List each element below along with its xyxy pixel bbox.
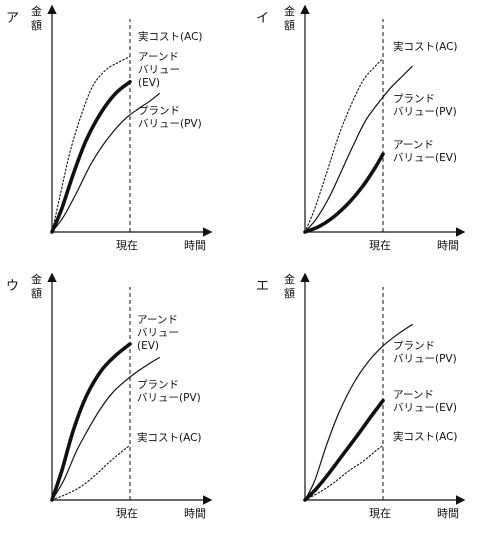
series-ev-line [50, 342, 132, 502]
series-pv-line [51, 93, 160, 233]
panel-label: ア [6, 11, 19, 26]
panel-1: ア金額時間 現在 実コスト(AC) アーンドバリュー(EV) プランドバリュー(PV) [6, 4, 213, 252]
panel-label: エ [256, 279, 269, 294]
series-ac-label: 実コスト(AC) [393, 40, 458, 53]
series-pv-label: プランドバリュー(PV) [393, 93, 457, 118]
series-ev-label: アーンドバリュー(EV) [138, 51, 180, 89]
now-label: 現在 [369, 239, 391, 252]
now-label: 現在 [369, 507, 391, 520]
panel-label: イ [256, 11, 269, 26]
series-pv-label: プランドバリュー(PV) [138, 105, 202, 130]
x-axis-label: 時間 [184, 239, 206, 252]
y-axis-label: 金額 [284, 4, 295, 32]
now-label: 現在 [116, 507, 138, 520]
series-ev-label: アーンドバリュー(EV) [137, 314, 179, 352]
series-ev-line [303, 152, 385, 234]
series-ac-label: 実コスト(AC) [393, 430, 458, 443]
y-axis-label: 金額 [31, 272, 42, 300]
x-axis-label: 時間 [437, 239, 459, 252]
series-ev-line [303, 398, 385, 502]
x-axis-label: 時間 [184, 507, 206, 520]
series-ev-label: アーンドバリュー(EV) [393, 389, 457, 414]
series-pv-line [51, 357, 160, 501]
series-pv-line [304, 65, 413, 233]
series-pv-label: プランドバリュー(PV) [137, 379, 201, 404]
series-ac-line [51, 444, 131, 501]
y-axis-label: 金額 [284, 272, 295, 300]
panel-label: ウ [6, 279, 19, 294]
panel-4: エ金額時間 現在 プランドバリュー(PV) アーンドバリュー(EV) 実コスト(AC) [256, 272, 466, 520]
series-pv-label: プランドバリュー(PV) [393, 340, 457, 365]
series-pv-line [304, 323, 413, 501]
series-ev-label: アーンドバリュー(EV) [393, 139, 457, 164]
x-axis-label: 時間 [437, 507, 459, 520]
y-axis-label: 金額 [31, 4, 42, 32]
panel-2: イ金額時間 現在 実コスト(AC) プランドバリュー(PV) アーンドバリュー(EV) [256, 4, 466, 252]
series-ac-line [304, 444, 384, 501]
series-ac-label: 実コスト(AC) [137, 431, 202, 444]
series-ac-label: 実コスト(AC) [138, 30, 203, 43]
panel-3: ウ金額時間 現在 アーンドバリュー(EV) プランドバリュー(PV) 実コスト(AC) [6, 272, 213, 520]
series-ev-line [50, 80, 132, 234]
series-ac-line [51, 55, 131, 233]
now-label: 現在 [116, 239, 138, 252]
